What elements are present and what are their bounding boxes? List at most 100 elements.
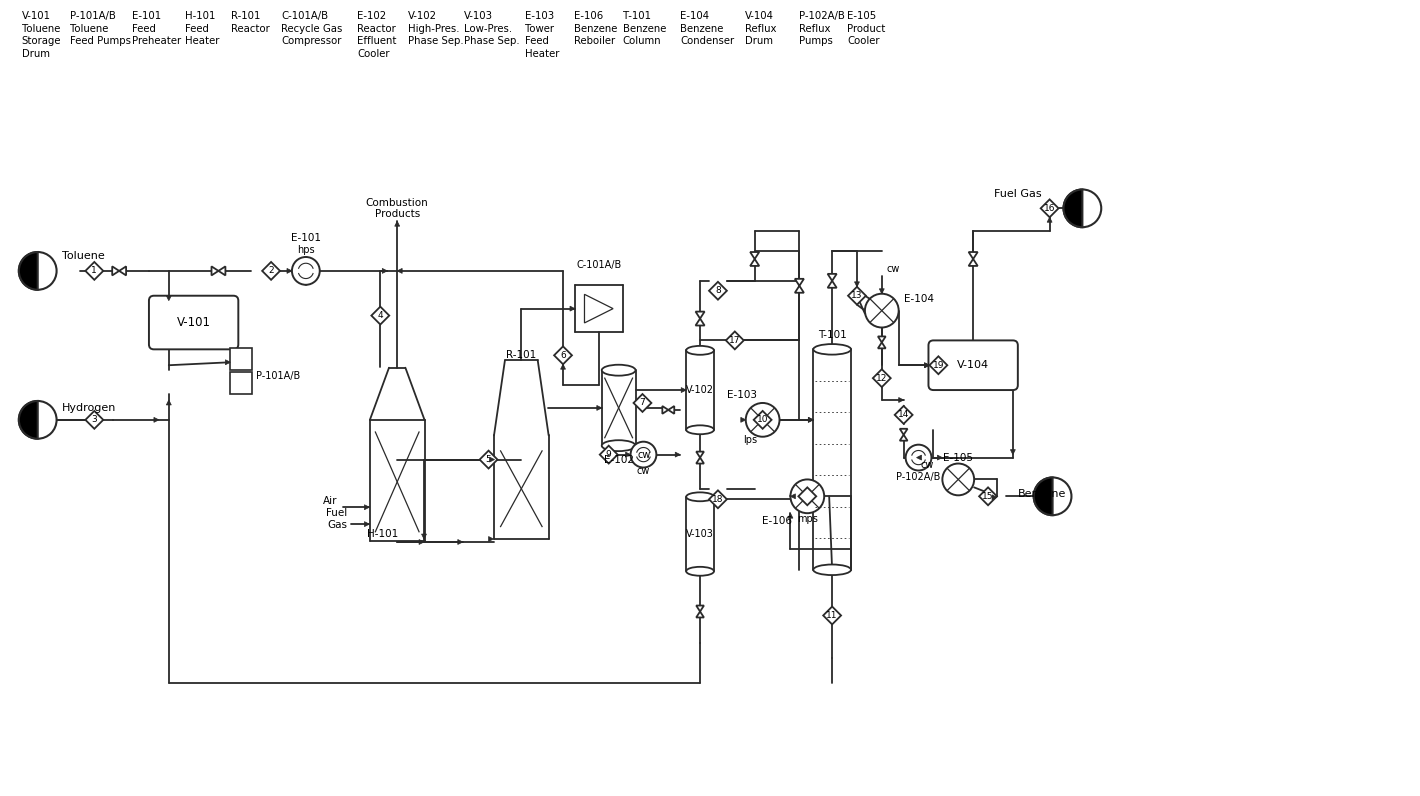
Text: V-101
Toluene
Storage
Drum: V-101 Toluene Storage Drum [21,10,61,59]
Text: 1: 1 [91,267,97,275]
Circle shape [1064,189,1102,227]
Circle shape [630,442,656,467]
Polygon shape [808,417,814,423]
Polygon shape [937,455,943,460]
Polygon shape [682,388,686,392]
Polygon shape [709,282,727,299]
Circle shape [791,479,824,513]
Polygon shape [795,279,804,286]
Polygon shape [372,306,389,325]
Polygon shape [212,267,219,275]
Text: H-101
Feed
Heater: H-101 Feed Heater [185,10,219,46]
Text: V-102: V-102 [686,385,714,395]
Polygon shape [85,262,104,280]
Text: E-102
Reactor
Effluent
Cooler: E-102 Reactor Effluent Cooler [358,10,398,59]
Text: mps: mps [797,514,818,524]
Polygon shape [480,451,497,469]
Polygon shape [166,400,172,405]
Bar [230,349,253,370]
Polygon shape [741,417,746,423]
Wedge shape [18,252,38,290]
Text: V-102
High-Pres.
Phase Sep.: V-102 High-Pres. Phase Sep. [408,10,464,46]
Polygon shape [662,406,669,414]
Text: 18: 18 [713,495,724,504]
Polygon shape [930,357,947,374]
Ellipse shape [686,567,714,576]
Polygon shape [166,296,172,301]
Polygon shape [365,505,369,509]
Polygon shape [626,452,630,457]
Text: P-101A/B: P-101A/B [256,371,301,381]
Text: 10: 10 [757,416,768,424]
Text: cw: cw [886,264,900,274]
Polygon shape [791,494,795,499]
Text: 15: 15 [983,492,994,501]
Text: 9: 9 [606,450,612,459]
Polygon shape [968,259,977,266]
Polygon shape [554,346,572,365]
Polygon shape [153,417,159,423]
Text: cw: cw [638,450,650,459]
Polygon shape [263,262,280,280]
Text: 4: 4 [378,311,383,320]
Polygon shape [828,274,836,281]
Polygon shape [226,360,230,365]
Polygon shape [1011,450,1015,455]
Polygon shape [419,540,425,544]
Text: E-104: E-104 [903,294,933,304]
Polygon shape [900,429,907,435]
Text: C-101A/B
Recycle Gas
Compressor: C-101A/B Recycle Gas Compressor [281,10,342,46]
Polygon shape [599,446,618,463]
Polygon shape [585,295,613,323]
Text: P-102A/B
Reflux
Pumps: P-102A/B Reflux Pumps [799,10,845,46]
Text: V-103
Low-Pres.
Phase Sep.: V-103 Low-Pres. Phase Sep. [464,10,520,46]
Text: Combustion
Products: Combustion Products [366,197,429,219]
Text: E-105: E-105 [943,453,973,462]
Polygon shape [696,318,704,326]
Polygon shape [879,289,885,294]
Text: H-101: H-101 [368,529,399,539]
Polygon shape [795,286,804,293]
Polygon shape [696,451,704,458]
Text: 13: 13 [851,291,863,300]
Bar [230,373,253,394]
Text: 19: 19 [933,361,944,369]
Text: V-104
Reflux
Drum: V-104 Reflux Drum [744,10,777,46]
Polygon shape [828,281,836,288]
Text: 7: 7 [639,399,645,408]
Text: Toluene: Toluene [61,251,104,261]
Circle shape [18,401,57,439]
Text: E-104
Benzene
Condenser: E-104 Benzene Condenser [680,10,734,46]
Polygon shape [382,268,388,273]
Text: cw: cw [636,466,650,477]
Text: 6: 6 [559,351,567,360]
Text: 12: 12 [876,373,888,383]
Text: 3: 3 [91,416,97,424]
Text: lps: lps [744,435,758,445]
Circle shape [746,403,780,437]
Polygon shape [798,487,816,505]
Ellipse shape [686,346,714,355]
Circle shape [18,252,57,290]
Ellipse shape [686,425,714,435]
Polygon shape [696,611,704,618]
Ellipse shape [686,493,714,501]
Text: R-101
Reactor: R-101 Reactor [231,10,270,33]
Polygon shape [709,490,727,508]
Polygon shape [750,252,760,259]
Wedge shape [1064,189,1082,227]
Text: V-104: V-104 [957,361,990,370]
Polygon shape [395,221,399,226]
Text: E-103
Tower
Feed
Heater: E-103 Tower Feed Heater [525,10,559,59]
Polygon shape [855,282,859,287]
Polygon shape [365,521,369,527]
Polygon shape [848,287,866,305]
Text: V-101: V-101 [176,316,210,329]
Text: E-101: E-101 [291,233,321,243]
Polygon shape [287,268,293,273]
Polygon shape [219,267,226,275]
Text: 16: 16 [1044,204,1055,213]
Text: T-101: T-101 [818,330,846,341]
Text: E-103: E-103 [727,390,757,400]
Ellipse shape [602,365,636,376]
